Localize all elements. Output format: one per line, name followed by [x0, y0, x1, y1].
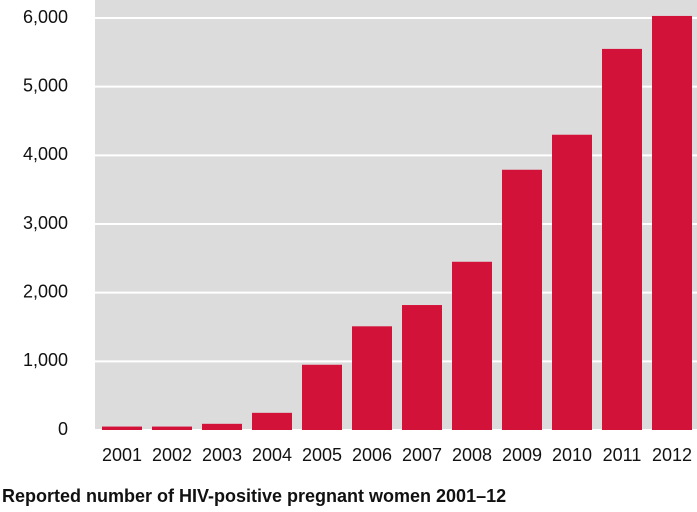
- bar: [102, 426, 142, 430]
- y-tick-label: 1,000: [23, 350, 68, 370]
- chart-title: Reported number of HIV-positive pregnant…: [2, 486, 506, 506]
- x-tick-label: 2009: [502, 445, 542, 465]
- y-tick-label: 5,000: [23, 75, 68, 95]
- bar: [302, 364, 342, 430]
- y-tick-label: 0: [58, 419, 68, 439]
- x-tick-label: 2010: [552, 445, 592, 465]
- x-tick-label: 2008: [452, 445, 492, 465]
- bar: [352, 326, 392, 430]
- bar: [552, 134, 592, 430]
- y-tick-label: 3,000: [23, 213, 68, 233]
- x-tick-label: 2003: [202, 445, 242, 465]
- plot-background: [95, 0, 697, 430]
- y-tick-label: 2,000: [23, 281, 68, 301]
- x-tick-label: 2007: [402, 445, 442, 465]
- bar: [402, 305, 442, 430]
- x-tick-label: 2005: [302, 445, 342, 465]
- bar: [502, 169, 542, 430]
- x-tick-label: 2012: [652, 445, 692, 465]
- x-tick-label: 2001: [102, 445, 142, 465]
- x-tick-label: 2002: [152, 445, 192, 465]
- bar: [602, 48, 642, 431]
- x-tick-label: 2006: [352, 445, 392, 465]
- bar: [202, 423, 242, 430]
- y-tick-label: 4,000: [23, 144, 68, 164]
- x-tick-label: 2011: [603, 445, 642, 465]
- bar: [452, 261, 492, 430]
- bar: [652, 15, 692, 430]
- y-tick-label: 6,000: [23, 7, 68, 27]
- x-tick-label: 2004: [252, 445, 292, 465]
- bar: [152, 426, 192, 430]
- bar: [252, 412, 292, 430]
